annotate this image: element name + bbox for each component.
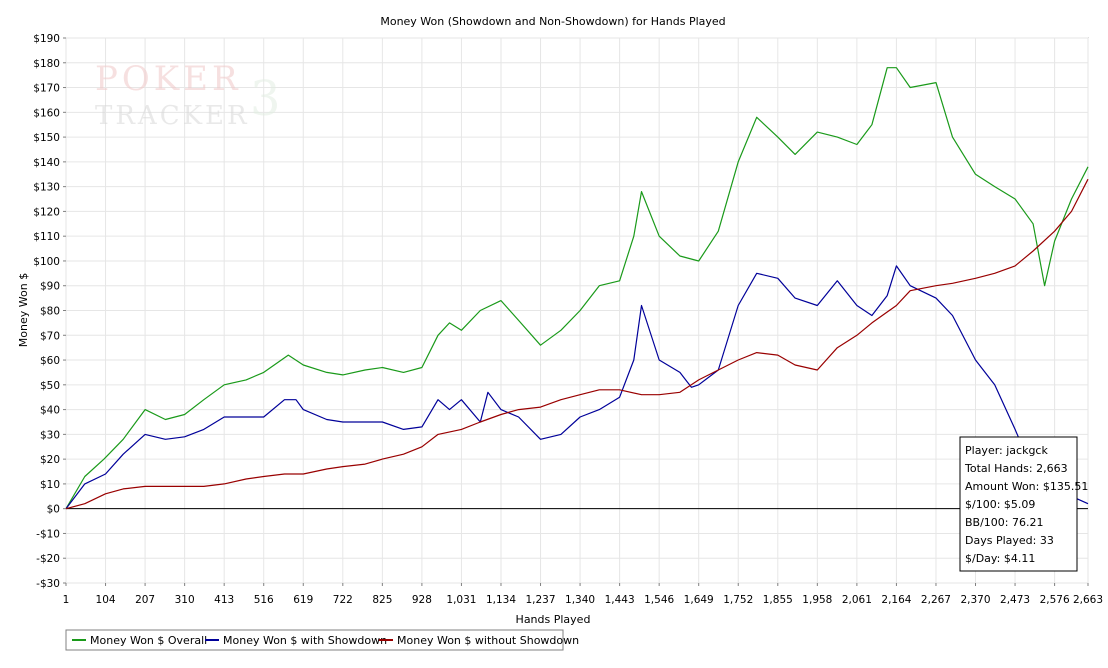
chart-title: Money Won (Showdown and Non-Showdown) fo… bbox=[380, 15, 725, 28]
series-line-showdown bbox=[65, 265, 1089, 510]
y-tick-label: $90 bbox=[40, 281, 60, 293]
x-tick-label: 2,576 bbox=[1040, 594, 1070, 606]
stat-amount-won: Amount Won: $135.51 bbox=[965, 480, 1088, 493]
x-tick-label: 928 bbox=[412, 594, 432, 606]
x-tick-label: 2,663 bbox=[1073, 594, 1103, 606]
watermark-poker-text: POKER bbox=[95, 59, 242, 99]
stat-player: Player: jackgck bbox=[965, 444, 1048, 457]
y-tick-label: $110 bbox=[33, 231, 60, 243]
x-tick-label: 1 bbox=[63, 594, 70, 606]
y-tick-label: $30 bbox=[40, 429, 60, 441]
y-tick-label: $150 bbox=[33, 132, 60, 144]
legend-frame bbox=[65, 629, 564, 651]
x-tick-label: 413 bbox=[214, 594, 234, 606]
x-tick-label: 516 bbox=[254, 594, 274, 606]
y-tick-label: -$20 bbox=[36, 553, 60, 565]
y-gridlines bbox=[66, 37, 1088, 584]
x-tick-label: 1,443 bbox=[605, 594, 635, 606]
y-tick-label: $40 bbox=[40, 405, 60, 417]
x-tick-label: 310 bbox=[175, 594, 195, 606]
y-tick-label: $100 bbox=[33, 256, 60, 268]
x-tick-label: 1,649 bbox=[684, 594, 714, 606]
y-axis-ticks: -$30 -$20 -$10 $0 $10 $20 $30 $40 $50 $60 $70 $80 $9… bbox=[33, 33, 66, 590]
y-tick-label: $120 bbox=[33, 206, 60, 218]
watermark-number-text: 3 bbox=[250, 71, 281, 127]
x-tick-label: 1,340 bbox=[565, 594, 595, 606]
y-axis-label: Money Won $ bbox=[17, 273, 30, 347]
stats-box: Player: jackgck Total Hands: 2,663 Amoun… bbox=[959, 436, 1088, 572]
x-tick-label: 2,164 bbox=[881, 594, 911, 606]
y-tick-label: $190 bbox=[33, 33, 60, 45]
legend-label-non-showdown: Money Won $ without Showdown bbox=[397, 634, 579, 647]
y-tick-label: $20 bbox=[40, 454, 60, 466]
series-line-non-showdown bbox=[65, 178, 1089, 510]
y-tick-label: $70 bbox=[40, 330, 60, 342]
y-tick-label: $160 bbox=[33, 107, 60, 119]
x-axis-label: Hands Played bbox=[516, 613, 591, 626]
stat-days-played: Days Played: 33 bbox=[965, 534, 1054, 547]
y-tick-label: $80 bbox=[40, 306, 60, 318]
stat-per-day: $/Day: $4.11 bbox=[965, 552, 1035, 565]
x-tick-label: 1,855 bbox=[763, 594, 793, 606]
stat-bb-100: BB/100: 76.21 bbox=[965, 516, 1044, 529]
x-tick-label: 2,370 bbox=[960, 594, 990, 606]
y-tick-label: $60 bbox=[40, 355, 60, 367]
y-tick-label: $180 bbox=[33, 58, 60, 70]
x-tick-label: 2,061 bbox=[842, 594, 872, 606]
series-layer bbox=[65, 67, 1089, 510]
x-axis-ticks: 1 104 207 310 413 516 619 722 825 928 1,031 1,134 1,… bbox=[63, 583, 1103, 606]
x-tick-label: 1,031 bbox=[446, 594, 476, 606]
legend-label-overall: Money Won $ Overall bbox=[90, 634, 207, 647]
watermark-tracker-text: TRACKER bbox=[95, 101, 250, 131]
y-tick-label: $0 bbox=[47, 504, 60, 516]
x-tick-label: 1,752 bbox=[723, 594, 753, 606]
x-tick-label: 2,267 bbox=[921, 594, 951, 606]
stat-total-hands: Total Hands: 2,663 bbox=[964, 462, 1068, 475]
watermark-logo: POKER TRACKER 3 bbox=[95, 59, 281, 131]
legend-label-showdown: Money Won $ with Showdown bbox=[223, 634, 387, 647]
y-tick-label: $10 bbox=[40, 479, 60, 491]
legend: Money Won $ Overall Money Won $ with Sho… bbox=[65, 629, 579, 651]
x-tick-label: 2,473 bbox=[1000, 594, 1030, 606]
stats-box-frame bbox=[959, 436, 1078, 572]
x-tick-label: 1,546 bbox=[644, 594, 674, 606]
stat-per-100: $/100: $5.09 bbox=[965, 498, 1035, 511]
x-tick-label: 207 bbox=[135, 594, 155, 606]
series-line-overall bbox=[65, 67, 1089, 510]
y-tick-label: -$10 bbox=[36, 528, 60, 540]
y-tick-label: $50 bbox=[40, 380, 60, 392]
x-tick-label: 619 bbox=[293, 594, 313, 606]
y-tick-label: $130 bbox=[33, 182, 60, 194]
x-tick-label: 1,134 bbox=[486, 594, 516, 606]
x-tick-label: 1,958 bbox=[802, 594, 832, 606]
x-tick-label: 1,237 bbox=[525, 594, 555, 606]
y-tick-label: -$30 bbox=[36, 578, 60, 590]
x-tick-label: 722 bbox=[333, 594, 353, 606]
y-tick-label: $140 bbox=[33, 157, 60, 169]
y-tick-label: $170 bbox=[33, 83, 60, 95]
x-tick-label: 825 bbox=[372, 594, 392, 606]
x-tick-label: 104 bbox=[96, 594, 116, 606]
